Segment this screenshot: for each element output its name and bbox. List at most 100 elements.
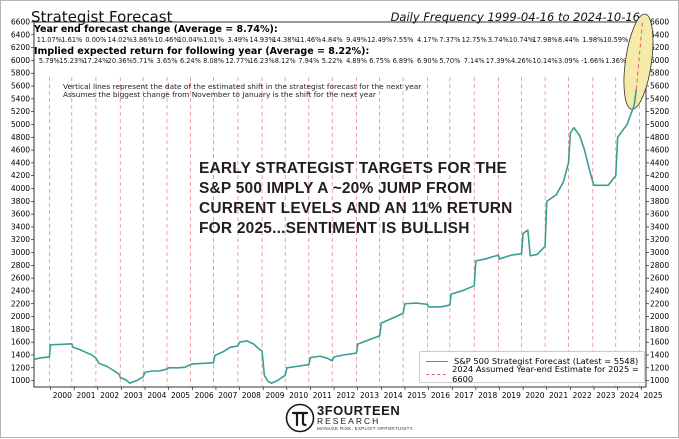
forecast-change-value: 9.49% [346, 36, 367, 44]
y-tick-label-left: 5800 [11, 69, 30, 78]
y-tick-label-left: 2800 [11, 261, 30, 270]
series-line-yearend-estimate [635, 21, 643, 90]
x-tick-label: 2020 [525, 391, 544, 400]
legend-item-estimate: 2024 Assumed Year-end Estimate for 2025 … [426, 364, 644, 384]
implied-return-value: 4.26% [511, 57, 532, 65]
y-tick-label-right: 6200 [650, 43, 669, 52]
implied-return-value: 4.89% [346, 57, 367, 65]
y-tick-label-left: 1800 [11, 325, 30, 334]
forecast-change-value: 12.75% [462, 36, 487, 44]
forecast-change-value: 3.86% [133, 36, 154, 44]
implied-return-value: 7.14% [464, 57, 485, 65]
y-tick-label-right: 4600 [650, 146, 669, 155]
y-tick-label-right: 4000 [650, 184, 669, 193]
forecast-change-value: 8.44% [558, 36, 579, 44]
logo-subtitle: RESEARCH [317, 416, 381, 426]
y-tick-label-left: 2400 [11, 286, 30, 295]
y-tick-label-left: 6400 [11, 30, 30, 39]
forecast-change-value: 1.01% [203, 36, 224, 44]
legend-swatch-series [426, 360, 448, 362]
pi-logo-icon [285, 403, 315, 433]
y-tick-label-right: 2000 [650, 312, 669, 321]
chart-note-2: Assumes the biggest change from November… [63, 90, 376, 99]
x-tick-label: 2005 [171, 391, 190, 400]
y-tick-label-right: 2400 [650, 286, 669, 295]
forecast-change-value: 3.49% [227, 36, 248, 44]
y-tick-label-left: 1000 [11, 376, 30, 385]
y-tick-label-left: 1200 [11, 363, 30, 372]
implied-return-value: 6.24% [180, 57, 201, 65]
implied-return-value: 17.39% [486, 57, 511, 65]
x-tick-label: 2016 [431, 391, 450, 400]
x-tick-label: 2008 [242, 391, 261, 400]
callout-line: CURRENT LEVELS AND AN 11% RETURN [199, 200, 513, 217]
y-tick-label-left: 5400 [11, 94, 30, 103]
forecast-change-value: 1.61% [61, 36, 82, 44]
y-tick-label-left: 2600 [11, 274, 30, 283]
x-tick-label: 2003 [124, 391, 143, 400]
forecast-change-value: 4.17% [417, 36, 438, 44]
y-tick-label-left: 3200 [11, 235, 30, 244]
y-tick-label-right: 5200 [650, 107, 669, 116]
implied-return-value: 12.77% [225, 57, 250, 65]
y-tick-label-left: 5000 [11, 120, 30, 129]
x-tick-label: 2001 [76, 391, 95, 400]
x-tick-label: 2014 [384, 391, 403, 400]
legend-swatch-estimate [426, 373, 447, 375]
x-tick-label: 2002 [100, 391, 119, 400]
y-tick-label-left: 4200 [11, 171, 30, 180]
callout-line: FOR 2025...SENTIMENT IS BULLISH [199, 220, 470, 237]
implied-return-value: 10.14% [533, 57, 558, 65]
legend-label-series: S&P 500 Strategist Forecast (Latest = 55… [454, 356, 639, 366]
x-tick-label: 2006 [195, 391, 214, 400]
y-tick-label-left: 5600 [11, 82, 30, 91]
implied-return-value: 5.22% [322, 57, 343, 65]
y-tick-label-left: 5200 [11, 107, 30, 116]
y-tick-label-right: 4800 [650, 133, 669, 142]
x-tick-label: 2004 [147, 391, 166, 400]
y-tick-label-right: 1200 [650, 363, 669, 372]
y-tick-label-right: 2200 [650, 299, 669, 308]
x-tick-label: 2009 [265, 391, 284, 400]
y-tick-label-left: 6200 [11, 43, 30, 52]
plot-area-border [33, 21, 647, 388]
y-tick-label-right: 3000 [650, 248, 669, 257]
implied-return-value: 6.75% [369, 57, 390, 65]
forecast-change-value: 7.55% [393, 36, 414, 44]
implied-return-value: 8.12% [275, 57, 296, 65]
y-tick-label-left: 4800 [11, 133, 30, 142]
y-tick-label-right: 5400 [650, 94, 669, 103]
forecast-change-value: 11.07% [37, 36, 62, 44]
chart-subtitle: Daily Frequency 1999-04-16 to 2024-10-16 [390, 10, 640, 24]
x-tick-label: 2017 [455, 391, 474, 400]
forecast-change-value: 14.38% [273, 36, 298, 44]
y-tick-label-right: 3800 [650, 197, 669, 206]
forecast-change-value: 10.46% [154, 36, 179, 44]
y-tick-label-right: 1800 [650, 325, 669, 334]
implied-return-value: 1.36% [605, 57, 626, 65]
x-tick-label: 2023 [596, 391, 615, 400]
y-tick-label-right: 5000 [650, 120, 669, 129]
y-tick-label-right: 1400 [650, 350, 669, 359]
implied-return-header: Implied expected return for following ye… [34, 46, 370, 57]
implied-return-value: 6.89% [393, 57, 414, 65]
y-tick-label-left: 3600 [11, 210, 30, 219]
y-tick-label-left: 1600 [11, 338, 30, 347]
implied-return-value: 5.79% [39, 57, 60, 65]
forecast-change-value: 14.02% [108, 36, 133, 44]
x-tick-label: 2010 [289, 391, 308, 400]
forecast-change-value: 11.46% [296, 36, 321, 44]
x-tick-label: 2019 [502, 391, 521, 400]
x-tick-label: 2011 [313, 391, 332, 400]
implied-return-value: -1.66% [581, 57, 604, 65]
x-tick-label: 2022 [573, 391, 592, 400]
callout-line: EARLY STRATEGIST TARGETS FOR THE [199, 160, 508, 177]
implied-return-value: 3.65% [157, 57, 178, 65]
x-tick-label: 2015 [407, 391, 426, 400]
implied-return-value: 3.09% [558, 57, 579, 65]
highlight-ellipse [623, 13, 654, 110]
y-tick-label-right: 3400 [650, 222, 669, 231]
y-tick-label-left: 3800 [11, 197, 30, 206]
